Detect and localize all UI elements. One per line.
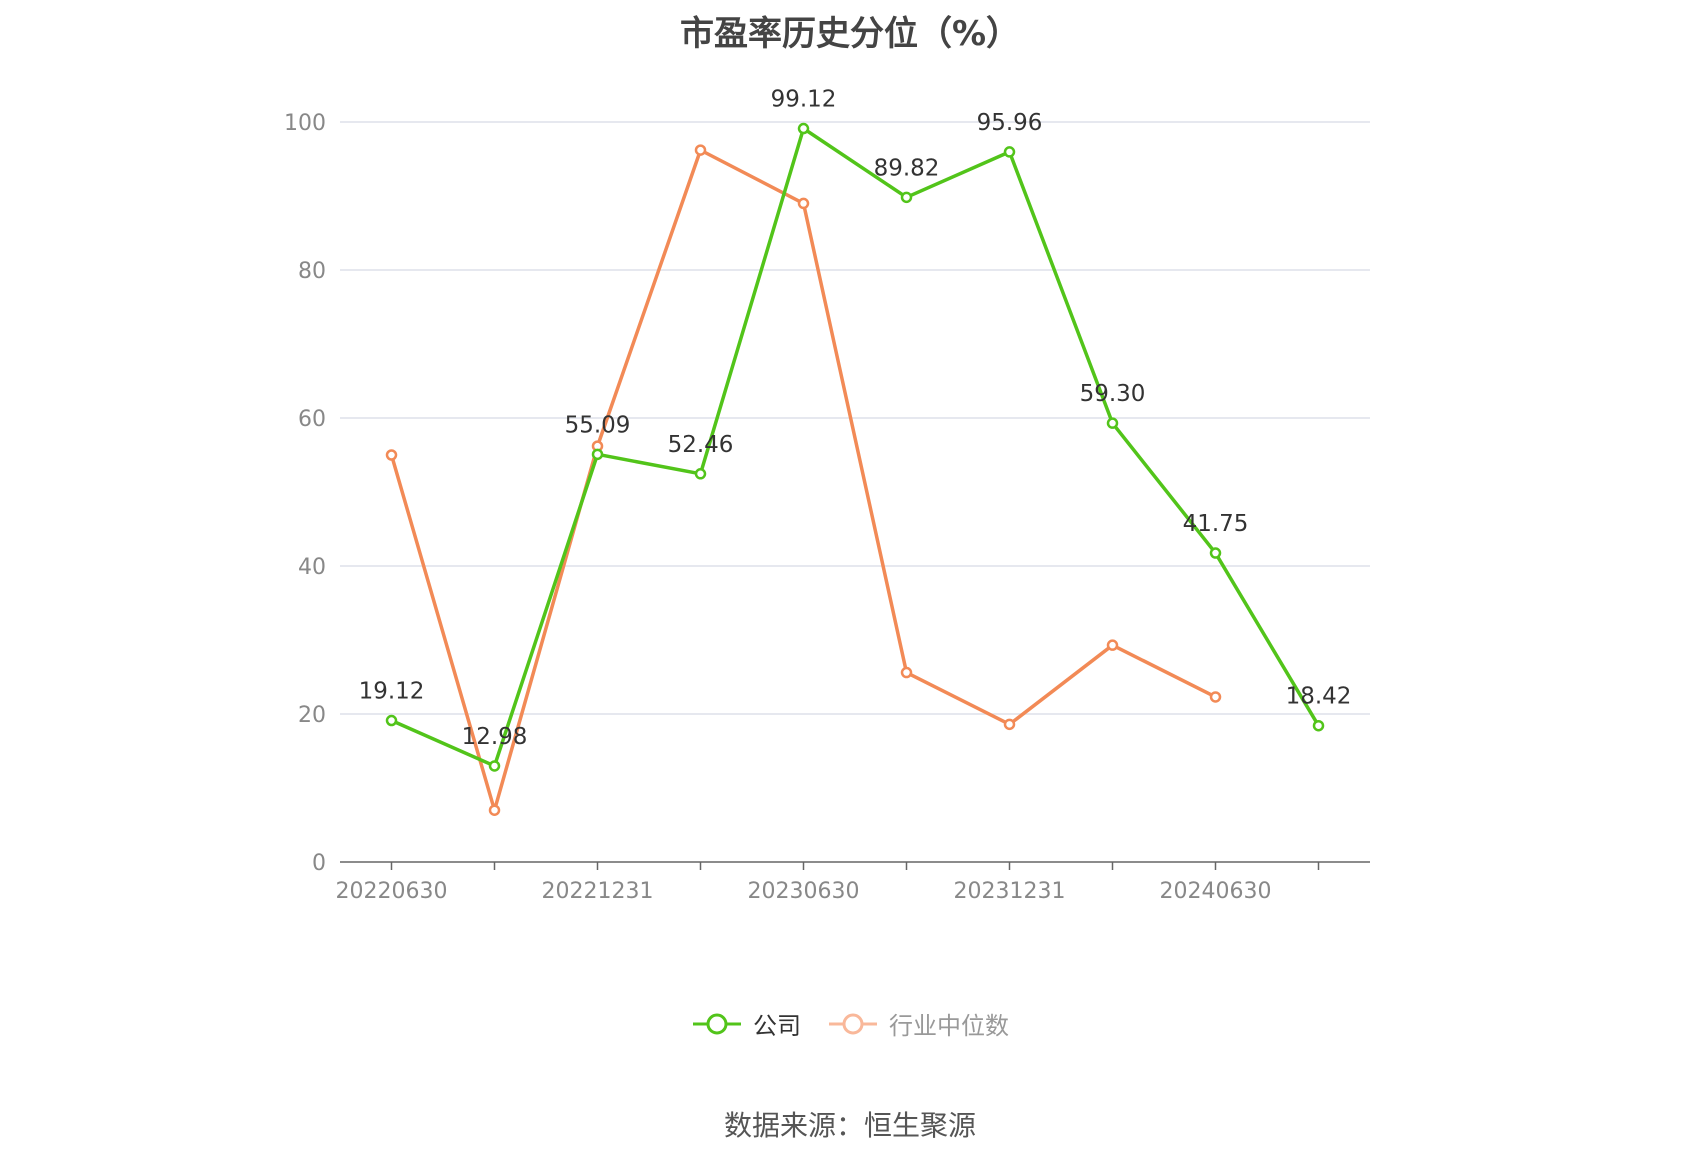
y-tick-label: 0: [312, 851, 326, 876]
company-point: [1106, 417, 1119, 429]
x-tick-label: 20220630: [336, 879, 448, 904]
x-tick-label: 20221231: [542, 879, 654, 904]
grid-lines: [340, 121, 1370, 715]
company-data-label: 89.82: [874, 155, 940, 181]
industry-point: [797, 197, 810, 210]
industry-point: [488, 804, 501, 816]
company-data-label: 52.46: [668, 432, 734, 458]
data-labels: 19.12 12.98 55.09 52.46 99.12 89.82 95.96 59.30…: [359, 87, 1352, 750]
industry-point: [385, 449, 398, 461]
company-legend-icon: [693, 1013, 741, 1034]
industry-point: [1209, 691, 1222, 703]
y-tick-label: 60: [298, 407, 326, 432]
company-point: [488, 760, 501, 772]
legend: 公司 行业中位数: [0, 1006, 1700, 1041]
industry-point: [694, 144, 707, 156]
industry-point: [900, 666, 913, 679]
industry-point: [1106, 639, 1119, 651]
company-data-label: 12.98: [462, 724, 528, 750]
company-point: [1209, 547, 1222, 559]
legend-label-company: 公司: [753, 1012, 801, 1040]
company-point: [1312, 719, 1325, 732]
legend-label-industry: 行业中位数: [889, 1012, 1009, 1040]
company-data-label: 41.75: [1183, 511, 1249, 537]
industry-point: [1003, 718, 1016, 731]
company-point: [694, 468, 707, 480]
company-data-label: 59.30: [1080, 381, 1146, 407]
y-tick-label: 20: [298, 703, 326, 728]
company-point: [797, 122, 810, 135]
series-lines: [385, 122, 1325, 816]
company-data-label: 55.09: [565, 412, 631, 438]
company-point: [385, 714, 398, 727]
industry-legend-icon: [829, 1013, 877, 1034]
company-point: [900, 191, 913, 204]
company-point: [591, 448, 604, 461]
legend-item-company[interactable]: 公司: [691, 1006, 801, 1041]
x-tick-label: 20231231: [954, 879, 1066, 904]
company-point: [1003, 146, 1016, 158]
company-data-label: 19.12: [359, 679, 425, 705]
legend-item-industry[interactable]: 行业中位数: [827, 1006, 1009, 1041]
company-data-label: 95.96: [977, 110, 1043, 136]
x-tick-label: 20240630: [1160, 879, 1272, 904]
company-data-label: 18.42: [1286, 684, 1352, 710]
y-axis: 0 20 40 60 80 100: [284, 111, 326, 876]
y-tick-label: 100: [284, 111, 326, 136]
industry-line: [389, 148, 1217, 812]
chart-title: 市盈率历史分位（%）: [679, 14, 1021, 54]
y-tick-label: 40: [298, 555, 326, 580]
company-line: [390, 126, 1321, 768]
data-source: 数据来源：恒生聚源: [723, 1109, 976, 1142]
line-chart: 20220630 20221231 20230630 20231231 20240630…: [284, 87, 1370, 904]
company-data-label: 99.12: [771, 87, 837, 113]
y-tick-label: 80: [298, 259, 326, 284]
x-tick-label: 20230630: [748, 879, 860, 904]
x-axis: 20220630 20221231 20230630 20231231 20240630: [336, 861, 1370, 904]
